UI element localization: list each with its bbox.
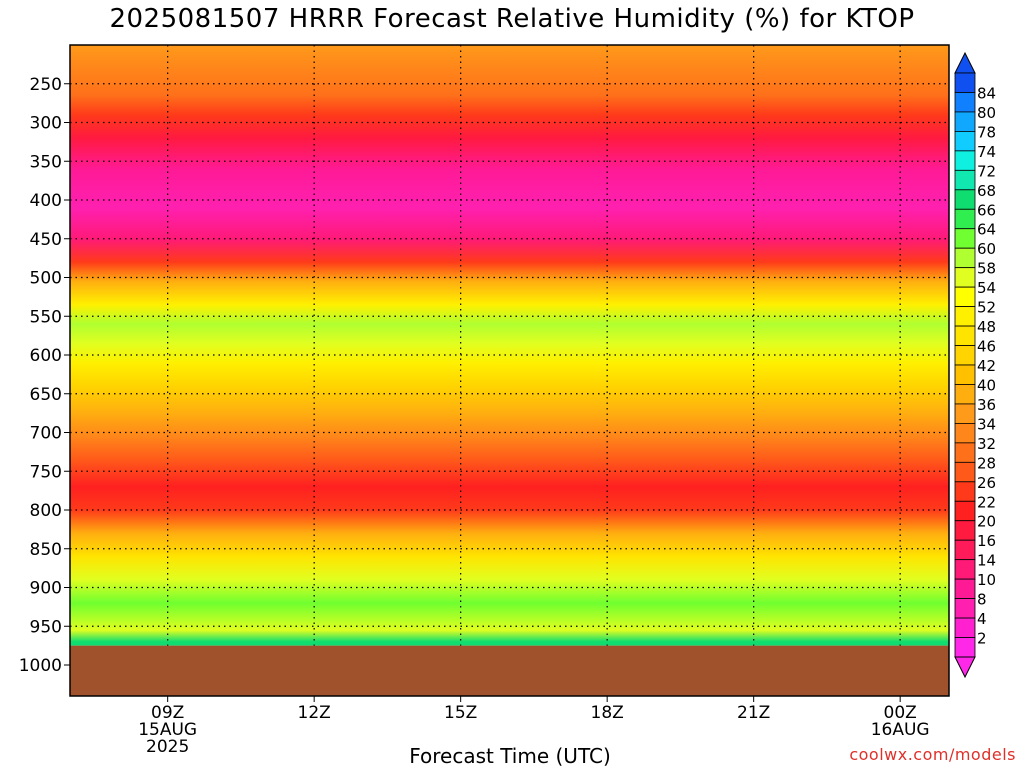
plot-area (70, 45, 949, 696)
colorbar-label: 84 (977, 84, 996, 102)
colorbar-label: 66 (977, 201, 996, 219)
y-tick-label: 950 (30, 617, 62, 637)
colorbar-band (954, 539, 976, 561)
colorbar-label: 34 (977, 415, 996, 433)
colorbar-label: 26 (977, 474, 996, 492)
colorbar-band (954, 267, 976, 288)
x-tick-label: 00Z (884, 703, 917, 723)
colorbar-label: 52 (977, 299, 996, 317)
colorbar-band (954, 208, 976, 230)
colorbar-band (954, 72, 976, 93)
y-tick-label: 250 (30, 75, 62, 95)
credit-link[interactable]: coolwx.com/models (849, 745, 1016, 764)
colorbar-band (954, 169, 976, 191)
plot-frame (69, 44, 950, 697)
colorbar-label: 72 (977, 162, 996, 180)
colorbar-label: 46 (977, 338, 996, 356)
x-tick-label: 09Z (151, 703, 184, 723)
x-axis-label: Forecast Time (UTC) (409, 744, 611, 768)
y-tick-label: 1000 (19, 656, 62, 676)
axes: 250 300 350 400 450 500 550 600 650 700 750 800 850 9… (19, 44, 950, 757)
colorbar-label: 60 (977, 240, 996, 258)
colorbar-band (954, 111, 976, 132)
colorbar-band (954, 189, 976, 210)
chart-title: 2025081507 HRRR Forecast Relative Humidi… (109, 4, 915, 34)
colorbar-band (954, 247, 976, 269)
colorbar-band (954, 345, 976, 366)
colorbar-band (954, 578, 976, 600)
colorbar-label: 64 (977, 221, 996, 239)
colorbar-label: 78 (977, 123, 996, 141)
colorbar-label: 2 (977, 630, 987, 648)
colorbar-band (954, 481, 976, 502)
colorbar-label: 68 (977, 182, 996, 200)
y-tick-label: 900 (30, 579, 62, 599)
colorbar-band (954, 150, 976, 171)
y-tick-label: 450 (30, 230, 62, 250)
colorbar-band (954, 500, 976, 522)
grid-lines (70, 45, 949, 646)
x-tick-label: 18Z (591, 703, 624, 723)
x-tick-label: 2025 (146, 737, 189, 757)
colorbar-band (954, 92, 976, 113)
colorbar-band (954, 403, 976, 424)
y-tick-label: 550 (30, 307, 62, 327)
colorbar-label: 80 (977, 104, 996, 122)
colorbar-label: 28 (977, 454, 996, 472)
colorbar-label: 42 (977, 357, 996, 375)
colorbar-band (954, 461, 976, 483)
colorbar-band (954, 617, 976, 638)
colorbar-band (954, 286, 976, 307)
colorbar-band (954, 637, 976, 658)
colorbar-band (954, 325, 976, 346)
colorbar-label: 32 (977, 435, 996, 453)
y-tick-label: 300 (30, 114, 62, 134)
colorbar-band (954, 422, 976, 444)
y-tick-label: 600 (30, 346, 62, 366)
y-tick-label: 650 (30, 385, 62, 405)
x-tick-label: 16AUG (871, 720, 930, 740)
y-tick-label: 750 (30, 462, 62, 482)
colorbar-band (954, 130, 976, 152)
colorbar-label: 40 (977, 376, 996, 394)
colorbar-band (954, 228, 976, 249)
colorbar: 2481014162022262832343640424648525458606… (954, 51, 996, 679)
y-tick-label: 500 (30, 269, 62, 289)
x-tick-label: 12Z (298, 703, 331, 723)
x-tick-label: 21Z (737, 703, 770, 723)
colorbar-band (954, 442, 976, 463)
colorbar-label: 4 (977, 610, 987, 628)
y-tick-label: 350 (30, 152, 62, 172)
y-tick-label: 850 (30, 540, 62, 560)
colorbar-label: 58 (977, 260, 996, 278)
colorbar-label: 14 (977, 552, 996, 570)
colorbar-band (954, 384, 976, 405)
colorbar-label: 54 (977, 279, 996, 297)
y-tick-label: 700 (30, 424, 62, 444)
colorbar-label: 48 (977, 318, 996, 336)
colorbar-label: 36 (977, 396, 996, 414)
ground-below-surface (70, 645, 949, 696)
colorbar-arrow-max (954, 51, 976, 74)
colorbar-label: 16 (977, 532, 996, 550)
colorbar-band (954, 559, 976, 580)
y-tick-label: 400 (30, 191, 62, 211)
colorbar-band (954, 364, 976, 385)
colorbar-band (954, 598, 976, 619)
colorbar-arrow-min (954, 656, 976, 679)
colorbar-label: 22 (977, 493, 996, 511)
rh-field (70, 45, 949, 646)
colorbar-label: 74 (977, 143, 996, 161)
colorbar-label: 10 (977, 571, 996, 589)
y-tick-label: 800 (30, 501, 62, 521)
colorbar-band (954, 520, 976, 541)
x-tick-label: 15Z (444, 703, 477, 723)
colorbar-label: 8 (977, 591, 987, 609)
x-tick-label: 15AUG (138, 720, 197, 740)
colorbar-label: 20 (977, 513, 996, 531)
colorbar-band (954, 306, 976, 327)
